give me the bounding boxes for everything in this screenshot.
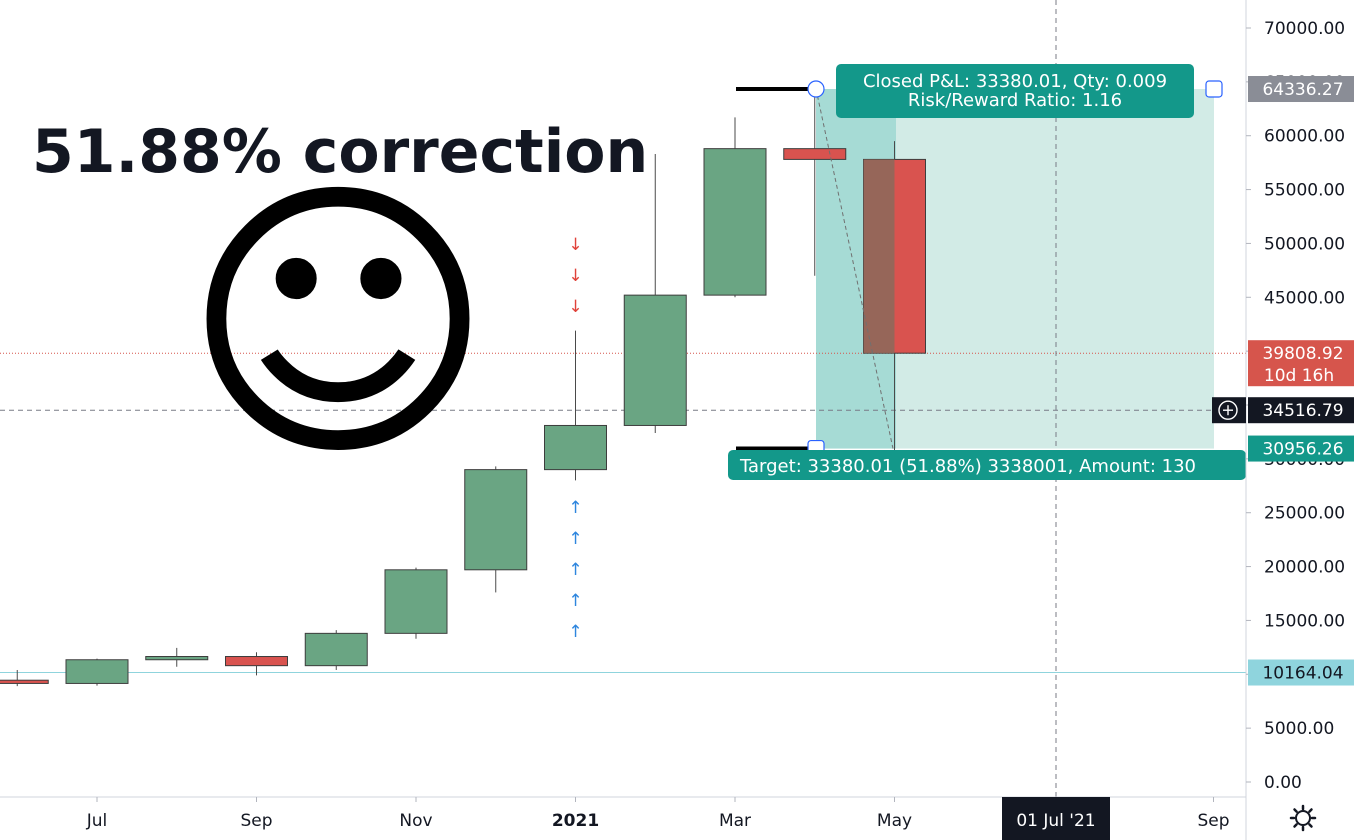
- price-tick-label: 50000.00: [1264, 234, 1345, 254]
- candle-overlap-shade: [863, 159, 895, 354]
- risk-reward-label: Risk/Reward Ratio: 1.16: [908, 90, 1122, 111]
- time-tick-label: May: [877, 811, 912, 831]
- candle-body: [544, 424, 607, 471]
- candle-body: [384, 569, 448, 634]
- candles: [0, 84, 926, 687]
- price-tag: 10164.04: [1248, 659, 1354, 686]
- smiley-face-icon: ☺: [182, 150, 495, 499]
- price-tick-label: 45000.00: [1264, 288, 1345, 308]
- candle-body: [623, 294, 687, 426]
- candle-body: [225, 656, 288, 667]
- price-tick-label: 0.00: [1264, 773, 1302, 793]
- crosshair-plus-icon[interactable]: [1218, 400, 1238, 420]
- up-arrow-icon: ↑: [568, 498, 582, 518]
- price-tag-box: [1248, 435, 1354, 462]
- crosshair-time-label: 01 Jul '21: [1016, 811, 1095, 831]
- price-tag: 34516.79: [1212, 397, 1354, 424]
- down-arrow-icon: ↓: [568, 235, 582, 255]
- time-tick-label: 2021: [552, 811, 599, 831]
- price-tag: 30956.26: [1248, 435, 1354, 462]
- candle: [623, 154, 687, 434]
- candle: [544, 330, 607, 481]
- position-tool[interactable]: Closed P&L: 33380.01, Qty: 0.009Risk/Rew…: [728, 64, 1246, 480]
- target-label: Target: 33380.01 (51.88%) 3338001, Amoun…: [739, 456, 1196, 477]
- price-tick-label: 15000.00: [1264, 611, 1345, 631]
- price-tag-value: 10164.04: [1262, 664, 1343, 684]
- candle-body: [464, 469, 528, 571]
- candle: [304, 630, 368, 670]
- down-arrow-icon: ↓: [568, 266, 582, 286]
- crosshair-time-tag: 01 Jul '21: [1002, 797, 1110, 840]
- price-tag-box: [1248, 340, 1354, 387]
- candle: [65, 658, 129, 686]
- up-arrow-icon: ↑: [568, 591, 582, 611]
- annotations: 51.88% correction ☺: [32, 117, 648, 499]
- price-tick-label: 70000.00: [1264, 19, 1345, 39]
- time-tick-label: Nov: [399, 811, 432, 831]
- candle: [225, 652, 288, 676]
- gear-icon[interactable]: [1289, 804, 1317, 832]
- price-tick-label: 60000.00: [1264, 127, 1345, 147]
- price-tag: 64336.27: [1248, 76, 1354, 103]
- time-tick-label: Mar: [719, 811, 751, 831]
- up-arrow-icon: ↑: [568, 622, 582, 642]
- price-tag-box: [1248, 659, 1354, 686]
- candle: [384, 567, 448, 639]
- candle: [464, 466, 528, 593]
- time-axis[interactable]: Jul Sep Nov 2021 Mar May Sep: [86, 797, 1230, 831]
- pnl-label-box: [836, 64, 1194, 118]
- candle-body: [65, 659, 129, 684]
- price-tick-label: 20000.00: [1264, 558, 1345, 578]
- width-handle[interactable]: [1205, 80, 1223, 98]
- up-arrow-icon: ↑: [568, 560, 582, 580]
- price-tag-value: 64336.27: [1262, 80, 1343, 100]
- price-tick-label: 55000.00: [1264, 181, 1345, 201]
- price-tag-box: [1248, 76, 1354, 103]
- time-tick-label: Sep: [1197, 811, 1229, 831]
- price-tag-value: 39808.92: [1262, 344, 1343, 364]
- trade-path-line: [815, 88, 894, 449]
- candle: [0, 669, 49, 687]
- stop-handle[interactable]: [807, 80, 825, 98]
- headline-annotation: 51.88% correction: [32, 117, 648, 187]
- candle: [783, 84, 847, 276]
- pnl-label-line1: Closed P&L: 33380.01, Qty: 0.009: [863, 71, 1167, 92]
- price-lines: [0, 0, 1246, 797]
- candle-body: [304, 632, 368, 667]
- time-tick-label: Sep: [240, 811, 272, 831]
- price-tick-label: 25000.00: [1264, 504, 1345, 524]
- price-tag-countdown: 10d 16h: [1264, 366, 1334, 386]
- candle: [703, 117, 767, 298]
- up-arrow-icon: ↑: [568, 529, 582, 549]
- candle-body: [145, 656, 209, 661]
- price-tag-box: [1248, 397, 1354, 424]
- price-tag-value: 30956.26: [1262, 440, 1343, 460]
- price-tick-label: 5000.00: [1264, 719, 1334, 739]
- candle-body: [783, 148, 847, 160]
- time-tick-label: Jul: [86, 811, 108, 831]
- price-tag-value: 34516.79: [1262, 401, 1343, 421]
- candle-body: [703, 148, 767, 296]
- candle: [145, 647, 209, 667]
- candle-body: [0, 679, 49, 684]
- target-label-box: [728, 450, 1246, 480]
- down-arrow-icon: ↓: [568, 297, 582, 317]
- arrow-markers: ↓ ↓ ↓ ↑ ↑ ↑ ↑ ↑: [568, 235, 582, 642]
